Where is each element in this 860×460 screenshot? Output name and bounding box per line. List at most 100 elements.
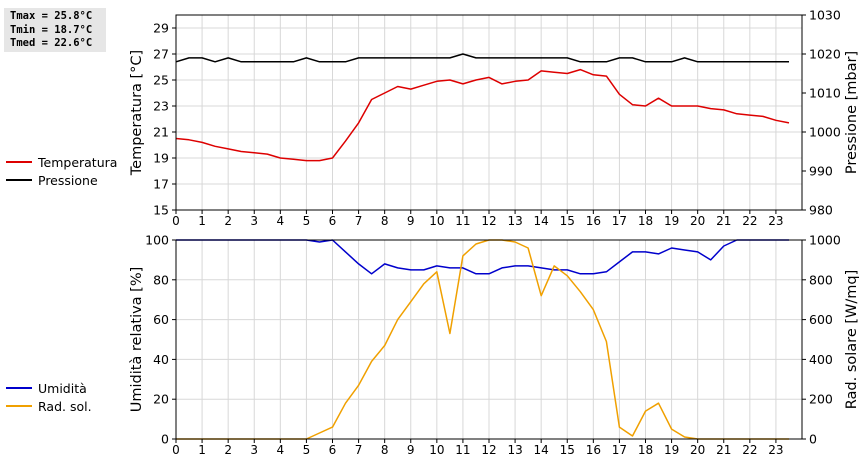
x-tick-label: 8	[381, 214, 389, 228]
legend-item-umidita: Umidità	[6, 379, 92, 397]
stats-box: Tmax = 25.8°C Tmin = 18.7°C Tmed = 22.6°…	[4, 8, 106, 52]
y-tick-label: 0	[161, 432, 169, 447]
x-tick-label: 15	[560, 443, 575, 457]
y-axis-title: Umidità relativa [%]	[129, 267, 145, 413]
legend-swatch	[6, 387, 32, 389]
y-right-axis-title: Pressione [mbar]	[844, 51, 860, 174]
x-tick-label: 2	[224, 214, 232, 228]
x-tick-label: 0	[172, 214, 180, 228]
x-tick-label: 20	[690, 214, 705, 228]
x-tick-label: 17	[612, 443, 627, 457]
y-tick-label: 21	[153, 125, 169, 140]
y-tick-label: 27	[153, 47, 169, 62]
x-tick-label: 16	[586, 443, 601, 457]
x-tick-label: 22	[742, 443, 757, 457]
x-tick-label: 0	[172, 443, 180, 457]
y-right-tick-label: 1000	[809, 233, 841, 248]
y-right-tick-label: 1030	[809, 8, 841, 23]
y-tick-label: 20	[153, 392, 169, 407]
stat-tmax: Tmax = 25.8°C	[10, 10, 93, 22]
x-tick-label: 4	[277, 214, 285, 228]
y-right-tick-label: 400	[809, 352, 833, 367]
series-line-umidit-	[176, 239, 789, 275]
legend-item-rad-sol: Rad. sol.	[6, 397, 92, 415]
y-right-tick-label: 600	[809, 312, 833, 327]
x-tick-label: 18	[638, 443, 653, 457]
y-right-tick-label: 980	[809, 203, 833, 218]
stat-tmed: Tmed = 22.6°C	[10, 37, 93, 49]
x-tick-label: 2	[224, 443, 232, 457]
x-tick-label: 7	[355, 214, 363, 228]
x-tick-label: 1	[198, 214, 206, 228]
legend-top: Temperatura Pressione	[6, 153, 117, 189]
y-right-tick-label: 800	[809, 272, 833, 287]
y-right-tick-label: 200	[809, 392, 833, 407]
y-tick-label: 80	[153, 272, 169, 287]
y-tick-label: 15	[153, 203, 169, 218]
legend-label: Umidità	[38, 380, 87, 396]
x-tick-label: 9	[407, 443, 415, 457]
x-tick-label: 6	[329, 443, 337, 457]
x-tick-label: 13	[507, 214, 522, 228]
x-tick-label: 18	[638, 214, 653, 228]
y-tick-label: 100	[145, 233, 169, 248]
x-tick-label: 15	[560, 214, 575, 228]
x-tick-label: 19	[664, 443, 679, 457]
y-tick-label: 17	[153, 177, 169, 192]
x-tick-label: 14	[534, 443, 549, 457]
series-line-pressione	[175, 53, 789, 63]
legend-item-temperatura: Temperatura	[6, 153, 117, 171]
x-tick-label: 10	[429, 214, 444, 228]
x-tick-label: 3	[250, 214, 258, 228]
x-tick-label: 21	[716, 214, 731, 228]
x-tick-label: 19	[664, 214, 679, 228]
x-tick-label: 22	[742, 214, 757, 228]
series-line-temperatura	[175, 68, 790, 162]
y-tick-label: 19	[153, 151, 169, 166]
x-tick-label: 8	[381, 443, 389, 457]
y-right-tick-label: 1000	[809, 125, 841, 140]
x-tick-label: 21	[716, 443, 731, 457]
y-axis-title: Temperatura [°C]	[129, 50, 145, 176]
legend-label: Temperatura	[38, 154, 118, 170]
x-tick-label: 6	[329, 214, 337, 228]
legend-label: Rad. sol.	[38, 398, 92, 414]
y-tick-label: 23	[153, 99, 169, 114]
legend-swatch	[6, 179, 32, 181]
x-tick-label: 5	[303, 214, 311, 228]
y-tick-label: 29	[153, 21, 169, 36]
y-tick-label: 60	[153, 312, 169, 327]
y-right-tick-label: 1010	[809, 86, 841, 101]
x-tick-label: 11	[455, 214, 470, 228]
y-right-tick-label: 990	[809, 164, 833, 179]
x-tick-label: 12	[481, 443, 496, 457]
x-tick-label: 14	[534, 214, 549, 228]
legend-bottom: Umidità Rad. sol.	[6, 379, 92, 415]
y-tick-label: 40	[153, 352, 169, 367]
y-right-tick-label: 0	[809, 432, 817, 447]
x-tick-label: 5	[303, 443, 311, 457]
x-tick-label: 20	[690, 443, 705, 457]
y-right-tick-label: 1020	[809, 47, 841, 62]
x-tick-label: 16	[586, 214, 601, 228]
legend-label: Pressione	[38, 172, 98, 188]
y-right-axis-title: Rad. solare [W/mq]	[844, 270, 860, 409]
legend-item-pressione: Pressione	[6, 171, 117, 189]
y-tick-label: 25	[153, 73, 169, 88]
x-tick-label: 17	[612, 214, 627, 228]
stat-tmin: Tmin = 18.7°C	[10, 23, 93, 36]
x-tick-label: 7	[355, 443, 363, 457]
x-tick-label: 4	[277, 443, 285, 457]
x-tick-label: 23	[768, 214, 783, 228]
series-line-rad-sol-	[176, 239, 789, 440]
x-tick-label: 12	[481, 214, 496, 228]
x-tick-label: 3	[250, 443, 258, 457]
x-tick-label: 13	[507, 443, 522, 457]
x-tick-label: 10	[429, 443, 444, 457]
legend-swatch	[6, 161, 32, 163]
x-tick-label: 9	[407, 214, 415, 228]
x-tick-label: 11	[455, 443, 470, 457]
x-tick-label: 23	[768, 443, 783, 457]
legend-swatch	[6, 405, 32, 407]
